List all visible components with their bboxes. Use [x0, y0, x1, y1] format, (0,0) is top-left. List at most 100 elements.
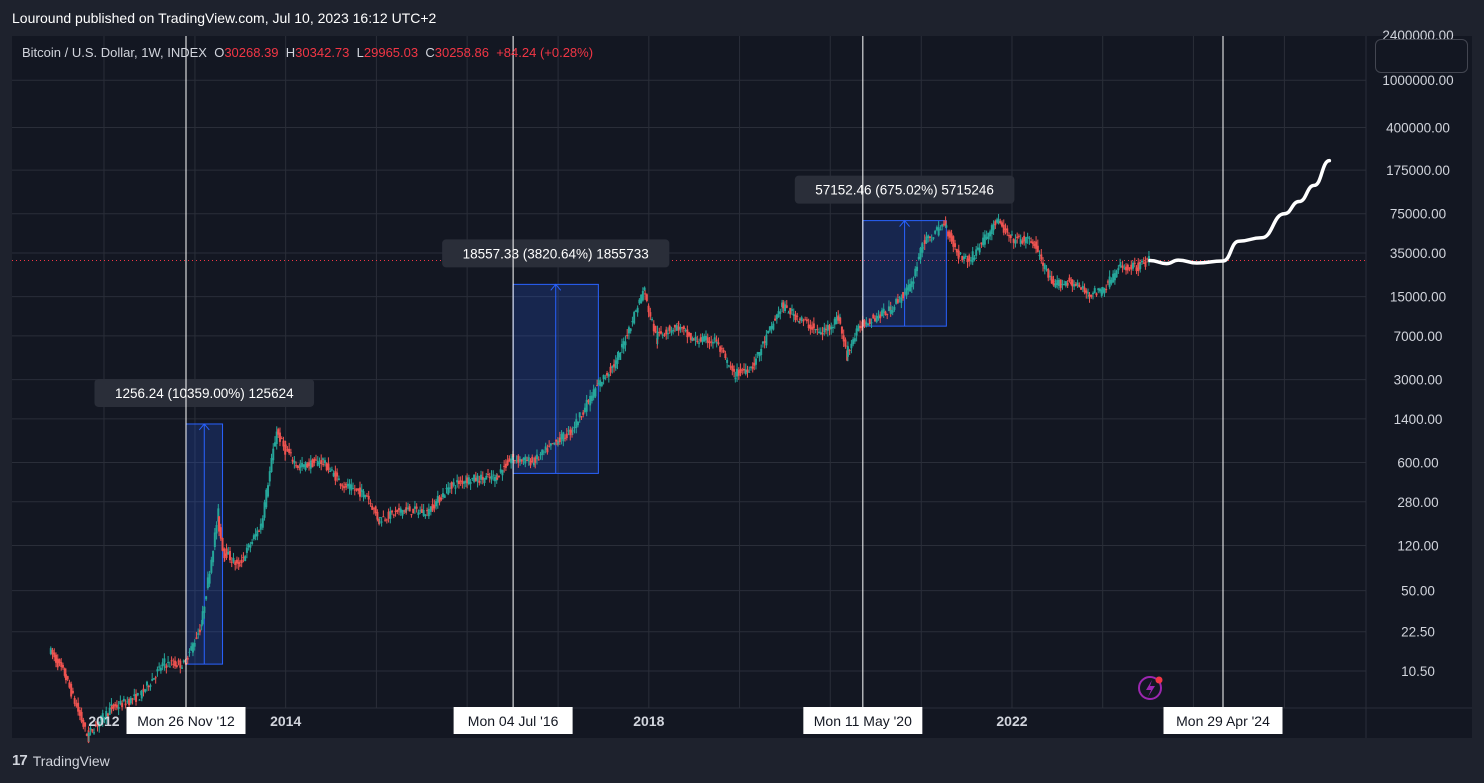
- candle-body: [668, 325, 671, 331]
- candle-body: [941, 224, 944, 227]
- candle-body: [384, 519, 387, 521]
- candle-body: [763, 341, 766, 343]
- symbol-legend[interactable]: Bitcoin / U.S. Dollar, 1W, INDEX O30268.…: [22, 45, 593, 60]
- candle-body: [973, 257, 976, 260]
- candle-body: [1083, 287, 1086, 293]
- footer: 17 TradingView: [12, 752, 110, 769]
- candle-body: [835, 316, 838, 325]
- candle-body: [1103, 288, 1106, 294]
- candle-body: [863, 320, 866, 327]
- candle-body: [450, 482, 453, 485]
- price-scale-label-box[interactable]: [1375, 39, 1468, 73]
- candle-body: [748, 371, 751, 373]
- candle-body: [217, 508, 220, 522]
- candle-body: [787, 312, 790, 314]
- candle-body: [378, 518, 381, 525]
- candle-body: [237, 562, 240, 564]
- candle-body: [999, 221, 1002, 224]
- candle-body: [948, 231, 951, 238]
- candle-body: [590, 395, 593, 402]
- candle-body: [85, 734, 88, 736]
- candle-body: [524, 456, 527, 464]
- candle-body: [417, 512, 420, 515]
- candle-body: [424, 514, 427, 517]
- candle-body: [483, 478, 486, 483]
- candle-body: [537, 459, 540, 461]
- candle-body: [627, 327, 630, 334]
- candle-body: [471, 477, 474, 479]
- candle-body: [277, 429, 280, 435]
- candle-body: [151, 679, 154, 681]
- price-tick-label: 10.50: [1401, 664, 1435, 679]
- candle-body: [739, 368, 742, 373]
- candle-body: [531, 456, 534, 463]
- candle-body: [190, 646, 193, 651]
- candle-body: [909, 283, 912, 292]
- candle-body: [396, 509, 399, 512]
- candle-body: [258, 530, 261, 532]
- candle-body: [1137, 262, 1140, 272]
- candle-body: [692, 339, 695, 341]
- candle-body: [891, 310, 894, 313]
- candle-body: [110, 706, 113, 710]
- candle-body: [268, 471, 271, 482]
- candle-body: [1010, 234, 1013, 236]
- candle-body: [473, 474, 476, 482]
- candle-body: [611, 365, 614, 368]
- measure-label: 18557.33 (3820.64%) 1855733: [463, 246, 649, 261]
- candle-body: [819, 332, 822, 335]
- candle-body: [980, 242, 983, 245]
- candle-body: [1140, 260, 1143, 263]
- candle-body: [945, 225, 948, 228]
- candle-body: [135, 694, 138, 702]
- candle-body: [82, 719, 85, 727]
- candle-body: [597, 383, 600, 385]
- candle-body: [382, 516, 385, 518]
- candle-body: [781, 302, 784, 307]
- candle-body: [737, 370, 740, 376]
- candle-body: [1063, 284, 1066, 286]
- candle-body: [245, 547, 248, 553]
- candle-body: [492, 474, 495, 476]
- candle-body: [235, 559, 238, 564]
- candle-body: [903, 292, 906, 294]
- candle-body: [503, 465, 506, 467]
- tradingview-brand: TradingView: [32, 752, 110, 769]
- candle-body: [401, 509, 404, 516]
- candle-body: [1057, 279, 1060, 286]
- candle-body: [1047, 268, 1050, 278]
- candle-body: [727, 365, 730, 367]
- candle-body: [596, 385, 599, 387]
- candle-body: [1049, 275, 1052, 277]
- candle-body: [440, 497, 443, 500]
- candle-body: [263, 502, 266, 518]
- candle-body: [49, 648, 52, 654]
- candle-body: [147, 686, 150, 688]
- candle-body: [289, 452, 292, 454]
- candle-body: [784, 304, 787, 311]
- candle-body: [195, 637, 198, 639]
- candle-body: [649, 312, 652, 317]
- candle-body: [1108, 276, 1111, 288]
- candle-body: [212, 550, 215, 563]
- candle-body: [431, 504, 434, 511]
- candle-body: [339, 483, 342, 486]
- candle-body: [604, 377, 607, 379]
- candle-body: [293, 460, 296, 464]
- candle-body: [746, 369, 749, 373]
- candle-body: [666, 333, 669, 335]
- candle-body: [708, 341, 711, 344]
- candle-body: [181, 667, 184, 669]
- candle-body: [761, 341, 764, 344]
- candle-body: [944, 220, 947, 226]
- candle-body: [288, 448, 291, 454]
- candle-body: [174, 660, 177, 667]
- candle-body: [323, 460, 326, 464]
- candle-body: [413, 506, 416, 509]
- candle-body: [392, 514, 395, 516]
- candle-body: [634, 310, 637, 312]
- candle-body: [238, 564, 241, 566]
- candle-body: [93, 732, 96, 734]
- candle-body: [117, 707, 120, 709]
